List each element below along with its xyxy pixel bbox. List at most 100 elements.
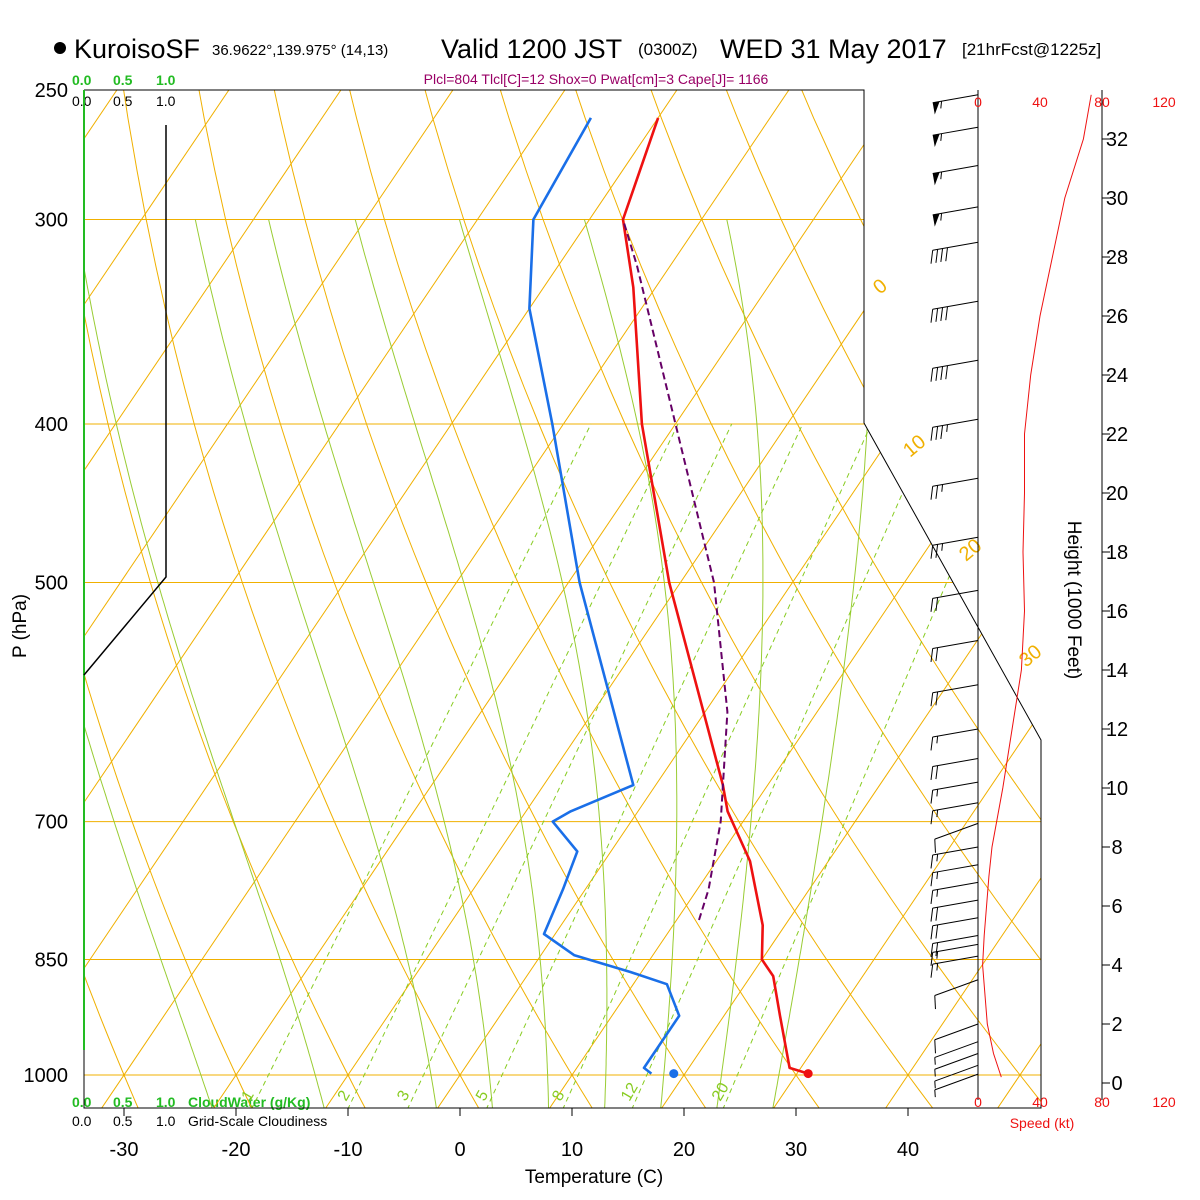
wind-barb-halfflag <box>946 424 948 432</box>
height-tick-label: 20 <box>1106 483 1128 505</box>
isotherm-line <box>324 90 1041 1108</box>
background-lines <box>0 31 1200 1116</box>
wind-barb-staff <box>932 640 979 649</box>
wind-barb <box>930 359 979 382</box>
height-axis-label: Height (1000 Feet) <box>1063 521 1084 679</box>
wind-barb-flag <box>935 249 939 263</box>
wind-barb-staff <box>932 881 979 891</box>
wind-barb <box>930 917 979 940</box>
isotherm-line <box>84 90 494 1108</box>
wind-barb-flag <box>930 964 934 978</box>
wind-barb-flag <box>930 368 934 382</box>
height-tick-label: 30 <box>1106 188 1128 210</box>
cloud-scale-bottom: 0.0 0.5 1.0 CloudWater (g/Kg) 0.0 0.5 1.… <box>72 1094 327 1129</box>
moist-adiabat-line <box>716 219 764 1108</box>
wind-barbs <box>930 94 979 1098</box>
wind-barb <box>930 758 979 781</box>
theta-label: 10 <box>899 431 930 462</box>
height-tick-label: 4 <box>1111 955 1122 977</box>
wind-barb <box>930 728 979 751</box>
wind-barb-flag <box>935 924 939 939</box>
wind-barb-flag <box>930 309 934 323</box>
height-tick-label: 6 <box>1111 896 1122 918</box>
wind-barb-flag <box>935 942 939 957</box>
cloudiness-top-0: 0.0 <box>72 93 92 109</box>
dewpoint-profile-line <box>528 117 681 1075</box>
sounding-series <box>528 117 813 1079</box>
valid-time: Valid 1200 JST <box>441 34 622 64</box>
wind-barb-staff <box>932 899 979 909</box>
wind-barb-pennant <box>932 101 940 115</box>
wind-barb-staff <box>932 728 979 738</box>
mixing-ratio-label: 12 <box>618 1080 642 1104</box>
wind-barb-flag <box>935 426 939 440</box>
wind-barb <box>930 589 979 612</box>
mixing-ratio-label: 3 <box>394 1088 413 1104</box>
y-tick-label: 500 <box>35 573 68 595</box>
wind-barb-staff <box>932 94 979 104</box>
moist-adiabat-line <box>194 219 438 1108</box>
dry-adiabat-line <box>342 90 826 1108</box>
dry-adiabat-line <box>863 90 1041 1108</box>
wind-barb-flag <box>930 890 934 904</box>
speed-tick-top: 80 <box>1094 94 1110 110</box>
mixing-ratio-line <box>722 423 1015 1108</box>
wind-barb-halfflag <box>936 809 939 818</box>
wind-barb-flag <box>945 247 948 262</box>
wind-barb-flag <box>930 736 934 751</box>
cloudiness-bottom-1: 1.0 <box>156 1113 176 1129</box>
wind-barb-flag <box>945 306 948 321</box>
wind-barb-halfflag <box>934 1057 936 1065</box>
wind-barb-staff <box>932 935 979 944</box>
dry-adiabat-line <box>84 90 257 1108</box>
cloud-scale-top: 0.0 0.5 1.0 0.0 0.5 1.0 <box>72 72 176 109</box>
height-tick-label: 14 <box>1106 660 1128 682</box>
wind-barb <box>932 94 979 115</box>
x-tick-label: 30 <box>785 1139 807 1161</box>
wind-barb <box>934 1023 979 1054</box>
height-tick-label: 28 <box>1106 247 1128 269</box>
wind-barb-pennant <box>932 172 940 186</box>
x-tick-label: -20 <box>222 1139 251 1161</box>
wind-barb <box>930 943 979 966</box>
cloudiness-top-05: 0.5 <box>113 93 133 109</box>
wind-barb-flag <box>935 647 939 662</box>
height-tick-label: 12 <box>1106 719 1128 741</box>
wind-barb <box>932 165 979 186</box>
wind-barb <box>930 300 979 323</box>
wind-barb-flag <box>930 810 934 825</box>
speed-tick-bottom: 0 <box>974 1094 982 1110</box>
y-tick-label: 1000 <box>24 1065 69 1087</box>
wind-barb <box>930 684 979 707</box>
dry-adiabat-line <box>491 90 1041 1108</box>
wind-barb <box>932 206 979 227</box>
x-tick-label: 0 <box>454 1139 465 1161</box>
isotherm-line <box>84 90 718 1108</box>
wind-barb-flag <box>930 598 934 612</box>
wind-barb-staff <box>934 822 979 840</box>
wind-barb-flag <box>935 308 939 322</box>
wind-barb-staff <box>932 126 979 136</box>
wind-barb <box>930 955 979 978</box>
wind-barb-staff <box>932 300 979 310</box>
wind-barb <box>934 1053 979 1077</box>
wind-barb-staff <box>932 758 979 767</box>
theta-label: 0 <box>869 275 892 299</box>
height-tick-label: 26 <box>1106 306 1128 328</box>
wind-barb-staff <box>932 943 979 953</box>
isotherm-line <box>0 31 45 1110</box>
dry-adiabat-line <box>1087 61 1200 1116</box>
y-tick-label: 400 <box>35 414 68 436</box>
cloudiness-bottom-05: 0.5 <box>113 1113 133 1129</box>
dry-adiabat-line <box>640 90 1041 1108</box>
speed-tick-top: 40 <box>1032 94 1048 110</box>
x-tick-label: 10 <box>561 1139 583 1161</box>
moist-adiabat-line <box>84 219 326 1108</box>
wind-barb-flag <box>940 366 944 381</box>
wind-barb <box>930 935 979 958</box>
dry-adiabat-line <box>416 90 940 1108</box>
cloudiness-top-1: 1.0 <box>156 93 176 109</box>
wind-barb-halfflag <box>940 171 943 180</box>
dry-adiabat-line <box>1162 61 1200 1116</box>
wind-barb-flag <box>930 545 934 559</box>
